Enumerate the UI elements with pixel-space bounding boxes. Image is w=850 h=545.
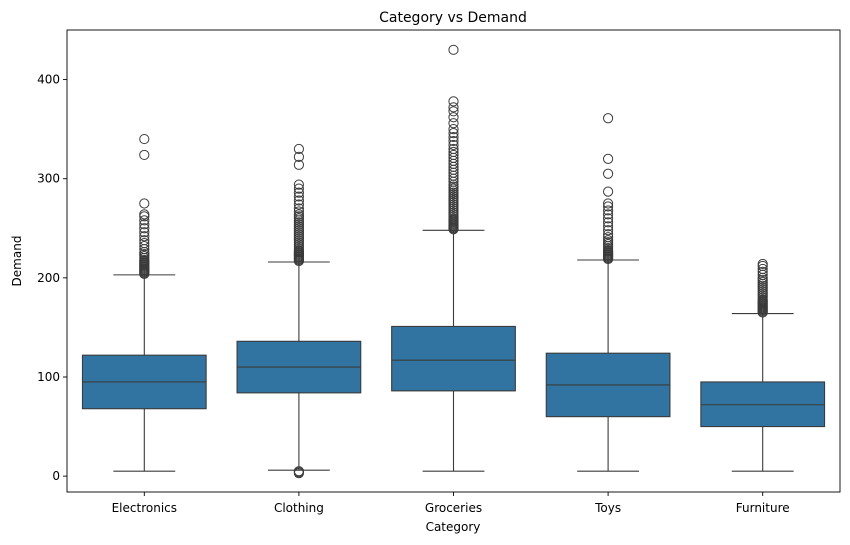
outlier-point: [448, 149, 459, 161]
outlier-point: [139, 149, 150, 161]
x-tick-label: Electronics: [112, 501, 177, 515]
outlier-point: [293, 151, 304, 163]
outlier-point: [448, 44, 459, 55]
outlier-point: [293, 191, 304, 202]
box-group-electronics: [81, 133, 207, 472]
plot-area: [81, 44, 826, 479]
outlier-point: [603, 225, 614, 236]
outlier-point: [293, 143, 304, 155]
y-axis: 0 100 200 300 400: [37, 73, 67, 483]
outlier-point: [448, 118, 459, 129]
outlier-point: [139, 215, 150, 226]
outlier-point: [603, 213, 614, 224]
y-tick-label: 300: [37, 172, 60, 186]
outlier-point: [293, 183, 304, 194]
outlier-point: [603, 186, 614, 197]
outlier-point: [139, 198, 150, 209]
y-axis-label: Demand: [10, 236, 24, 287]
outlier-point: [603, 235, 614, 246]
outlier-point: [448, 146, 459, 158]
box-group-toys: [545, 113, 671, 472]
box-group-groceries: [391, 44, 516, 472]
y-tick-label: 100: [37, 370, 60, 384]
iqr-box: [391, 325, 516, 392]
outlier-point: [139, 241, 150, 252]
outlier-point: [603, 217, 614, 228]
x-tick-label: Clothing: [274, 501, 324, 515]
outlier-point: [603, 229, 614, 240]
box-group-furniture: [700, 258, 826, 472]
outlier-point: [293, 209, 304, 220]
outlier-point: [757, 266, 768, 278]
outlier-point: [448, 143, 459, 155]
outlier-point: [293, 187, 304, 198]
outlier-point: [139, 238, 150, 249]
chart-title: Category vs Demand: [379, 10, 527, 26]
outlier-point: [603, 205, 614, 216]
outlier-point: [448, 131, 459, 143]
outlier-point: [448, 106, 459, 117]
outlier-point: [448, 102, 459, 113]
outlier-point: [757, 258, 768, 270]
outlier-point: [603, 221, 614, 232]
outlier-point: [139, 231, 150, 242]
outlier-point: [293, 203, 304, 214]
outlier-point: [603, 113, 614, 124]
outlier-point: [448, 139, 459, 151]
y-tick-label: 0: [52, 469, 60, 483]
outlier-point: [603, 201, 614, 212]
outlier-point: [139, 223, 150, 234]
outlier-point: [603, 168, 614, 179]
outlier-point: [757, 263, 768, 275]
outlier-point: [603, 153, 614, 164]
x-axis-label: Category: [426, 520, 481, 534]
x-tick-label: Groceries: [425, 501, 482, 515]
outlier-point: [448, 135, 459, 147]
outlier-point: [293, 195, 304, 206]
outlier-point: [139, 133, 150, 145]
y-tick-label: 200: [37, 271, 60, 285]
outlier-point: [603, 198, 614, 209]
outlier-point: [603, 209, 614, 220]
outlier-point: [448, 96, 459, 107]
x-tick-label: Furniture: [736, 501, 790, 515]
outlier-point: [448, 124, 459, 135]
outlier-point: [293, 199, 304, 210]
y-tick-label: 400: [37, 73, 60, 87]
outlier-point: [139, 235, 150, 246]
outlier-point: [293, 206, 304, 217]
x-tick-label: Toys: [594, 501, 621, 515]
box-group-clothing: [236, 143, 362, 479]
outlier-point: [293, 159, 304, 170]
outlier-point: [139, 227, 150, 238]
x-axis: Electronics Clothing Groceries Toys Furnitur…: [112, 492, 790, 515]
outlier-point: [603, 232, 614, 243]
outlier-point: [293, 466, 304, 477]
outlier-point: [293, 179, 304, 190]
outlier-point: [448, 128, 459, 139]
outlier-point: [139, 209, 150, 220]
outlier-point: [448, 112, 459, 123]
outlier-point: [139, 219, 150, 230]
